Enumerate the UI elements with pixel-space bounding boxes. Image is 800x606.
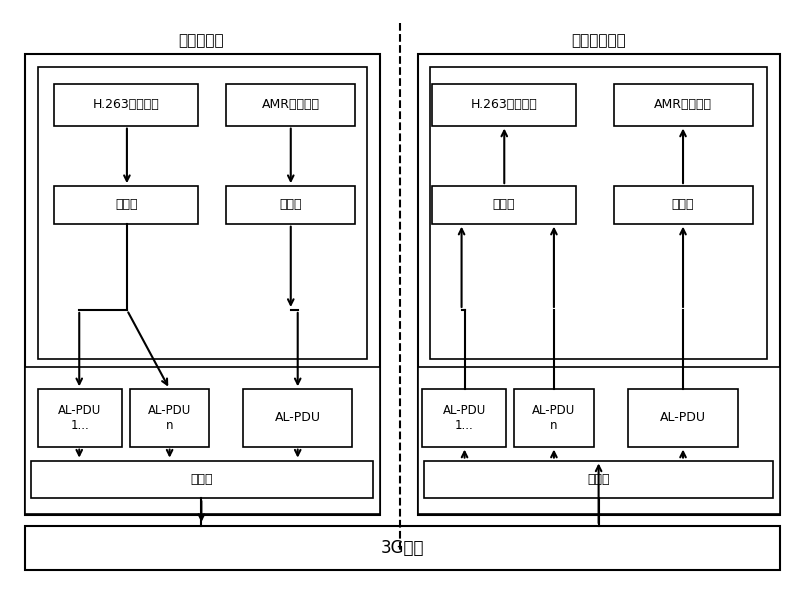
Text: AL-PDU
1...: AL-PDU 1... xyxy=(442,404,486,432)
Text: AL-PDU
1...: AL-PDU 1... xyxy=(58,404,102,432)
Bar xyxy=(418,55,780,515)
Bar xyxy=(430,67,767,359)
Bar xyxy=(25,55,380,515)
Bar xyxy=(614,84,753,125)
Text: AMR音频编码: AMR音频编码 xyxy=(262,98,320,112)
Text: 音频帧: 音频帧 xyxy=(672,198,694,211)
Text: H.263视频解码: H.263视频解码 xyxy=(470,98,537,112)
Text: AL-PDU: AL-PDU xyxy=(660,411,706,424)
Bar xyxy=(629,389,738,447)
Text: 数据接收终端: 数据接收终端 xyxy=(571,33,626,48)
Bar xyxy=(38,389,122,447)
Bar xyxy=(130,389,210,447)
Bar xyxy=(25,526,780,570)
Bar xyxy=(418,367,780,514)
Text: 复用层: 复用层 xyxy=(190,473,213,486)
Text: 视频帧: 视频帧 xyxy=(115,198,138,211)
Text: 视频帧: 视频帧 xyxy=(493,198,515,211)
Text: 音频帧: 音频帧 xyxy=(279,198,302,211)
Text: AL-PDU: AL-PDU xyxy=(274,411,321,424)
Bar xyxy=(243,389,352,447)
Text: 复用层: 复用层 xyxy=(587,473,610,486)
Bar xyxy=(54,84,198,125)
Bar xyxy=(54,186,198,224)
Text: AMR音频解码: AMR音频解码 xyxy=(654,98,712,112)
Bar xyxy=(424,461,774,498)
Bar xyxy=(422,389,506,447)
Bar xyxy=(514,389,594,447)
Text: H.263视频编码: H.263视频编码 xyxy=(93,98,160,112)
Bar xyxy=(30,461,373,498)
Bar xyxy=(226,84,355,125)
Text: AL-PDU
n: AL-PDU n xyxy=(148,404,191,432)
Text: 3G信道: 3G信道 xyxy=(381,539,424,557)
Text: 数据发送端: 数据发送端 xyxy=(178,33,224,48)
Bar xyxy=(614,186,753,224)
Bar xyxy=(432,84,576,125)
Bar xyxy=(432,186,576,224)
Bar xyxy=(38,67,367,359)
Bar xyxy=(25,367,380,514)
Bar xyxy=(226,186,355,224)
Text: AL-PDU
n: AL-PDU n xyxy=(532,404,575,432)
